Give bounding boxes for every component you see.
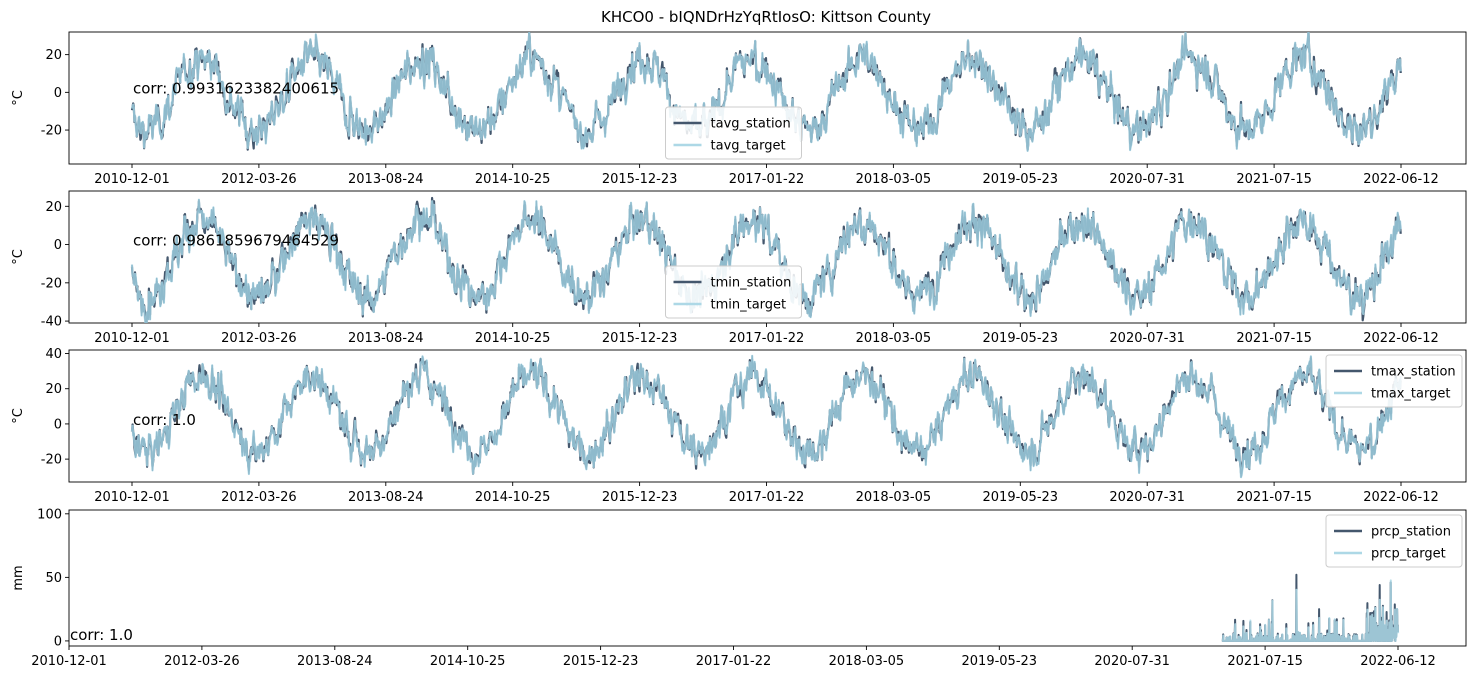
x-tick-label: 2010-12-01 [31,654,107,669]
subplot-1: 20 0 -20 °C 2010-12-01 2012-03-26 2013-08-24 20… [11,31,1467,187]
x-tick-label: 2010-12-01 [94,172,170,187]
x-tick-label: 2022-06-12 [1363,331,1439,346]
y-tick-label: 20 [45,382,62,397]
y-axis-label: mm [11,565,26,590]
x-tick-label: 2013-08-24 [348,490,424,505]
x-tick-label: 2017-01-22 [729,490,805,505]
x-tick-label: 2019-05-23 [983,172,1059,187]
x-tick-label: 2015-12-23 [563,654,639,669]
series-overlap-tavg_target [131,32,1402,152]
series-group [130,196,1402,323]
x-tick-label: 2014-10-25 [475,172,551,187]
x-tick-label: 2018-03-05 [829,654,905,669]
x-tick-label: 2019-05-23 [983,490,1059,505]
series-overlap-tmin_target [131,198,1402,323]
x-tick-label: 2012-03-26 [221,490,297,505]
y-axis-label: °C [11,90,26,106]
x-tick-label: 2012-03-26 [221,172,297,187]
x-tick-label: 2019-05-23 [962,654,1038,669]
legend: tmax_station tmax_target [1325,354,1463,408]
y-tick-label: -20 [41,124,62,139]
x-tick-label: 2020-07-31 [1094,654,1170,669]
x-tick-label: 2014-10-25 [430,654,506,669]
correlation-annotation: corr: 1.0 [133,411,196,429]
x-tick-label: 2020-07-31 [1109,331,1185,346]
x-tick-label: 2012-03-26 [164,654,240,669]
x-tick-label: 2020-07-31 [1109,172,1185,187]
x-tick-label: 2012-03-26 [221,331,297,346]
x-tick-label: 2015-12-23 [602,331,678,346]
legend-label-prcp_station: prcp_station [1371,525,1451,540]
correlation-annotation: corr: 1.0 [70,626,133,644]
correlation-annotation: corr: 0.9931623382400615 [133,79,339,97]
subplot-4: 100 50 0 mm 2010-12-01 2012-03-26 2013-08-24 20… [11,507,1467,669]
x-tick-label: 2014-10-25 [475,490,551,505]
x-tick-label: 2010-12-01 [94,490,170,505]
x-tick-label: 2022-06-12 [1363,172,1439,187]
x-tick-label: 2010-12-01 [94,331,170,346]
legend-label-prcp_target: prcp_target [1371,547,1446,562]
y-tick-label: 40 [45,347,62,362]
subplot-2: 20 0 -20 -40 °C 2010-12-01 2012-03-26 2013-08-2… [11,190,1467,346]
y-tick-label: 0 [54,634,62,649]
series-group [1221,573,1400,642]
series-overlap-tmax_target [131,355,1402,478]
legend-label-tavg_target: tavg_target [711,139,786,154]
x-tick-label: 2018-03-05 [856,331,932,346]
x-tick-label: 2021-07-15 [1236,172,1312,187]
x-tick-label: 2022-06-12 [1363,490,1439,505]
x-tick-label: 2018-03-05 [856,172,932,187]
y-tick-label: 0 [54,417,62,432]
x-tick-label: 2018-03-05 [856,490,932,505]
series-group [130,32,1402,152]
x-tick-label: 2017-01-22 [696,654,772,669]
x-tick-label: 2019-05-23 [983,331,1059,346]
legend: tavg_station tavg_target [665,106,802,160]
y-axis-label: °C [11,408,26,424]
y-tick-label: 100 [37,507,62,522]
legend-label-tmax_station: tmax_station [1371,365,1456,380]
series-line-prcp_target [1221,579,1400,642]
y-tick-label: 20 [45,48,62,63]
x-tick-label: 2015-12-23 [602,490,678,505]
correlation-annotation: corr: 0.9861859679464529 [133,232,339,250]
x-tick-label: 2021-07-15 [1227,654,1303,669]
x-tick-label: 2014-10-25 [475,331,551,346]
y-tick-label: -40 [41,315,62,330]
legend-label-tmin_target: tmin_target [711,298,787,313]
x-tick-label: 2013-08-24 [348,331,424,346]
x-tick-label: 2017-01-22 [729,172,805,187]
x-tick-label: 2013-08-24 [297,654,373,669]
axes-frame [68,349,1467,483]
y-tick-label: 20 [45,200,62,215]
x-tick-label: 2022-06-12 [1360,654,1436,669]
y-tick-label: 50 [45,571,62,586]
legend-label-tmax_target: tmax_target [1371,387,1450,402]
legend: tmin_station tmin_target [665,265,802,319]
axes-frame [68,190,1467,324]
figure-title: KHCO0 - bIQNDrHzYqRtIosO: Kittson County [601,8,931,26]
y-axis-label: °C [11,249,26,265]
y-tick-label: -20 [41,276,62,291]
axes-frame [68,31,1467,165]
y-tick-label: -20 [41,453,62,468]
y-tick-label: 0 [54,86,62,101]
x-tick-label: 2021-07-15 [1236,490,1312,505]
x-tick-label: 2013-08-24 [348,172,424,187]
x-tick-label: 2021-07-15 [1236,331,1312,346]
axes-frame [68,509,1467,647]
x-tick-label: 2020-07-31 [1109,490,1185,505]
series-group [130,354,1402,479]
subplot-3: 40 20 0 -20 °C 2010-12-01 2012-03-26 2013-08-24… [11,347,1467,505]
legend-label-tmin_station: tmin_station [711,276,792,291]
x-tick-label: 2015-12-23 [602,172,678,187]
legend-label-tavg_station: tavg_station [711,117,791,132]
legend: prcp_station prcp_target [1325,514,1463,568]
x-tick-label: 2017-01-22 [729,331,805,346]
y-tick-label: 0 [54,238,62,253]
